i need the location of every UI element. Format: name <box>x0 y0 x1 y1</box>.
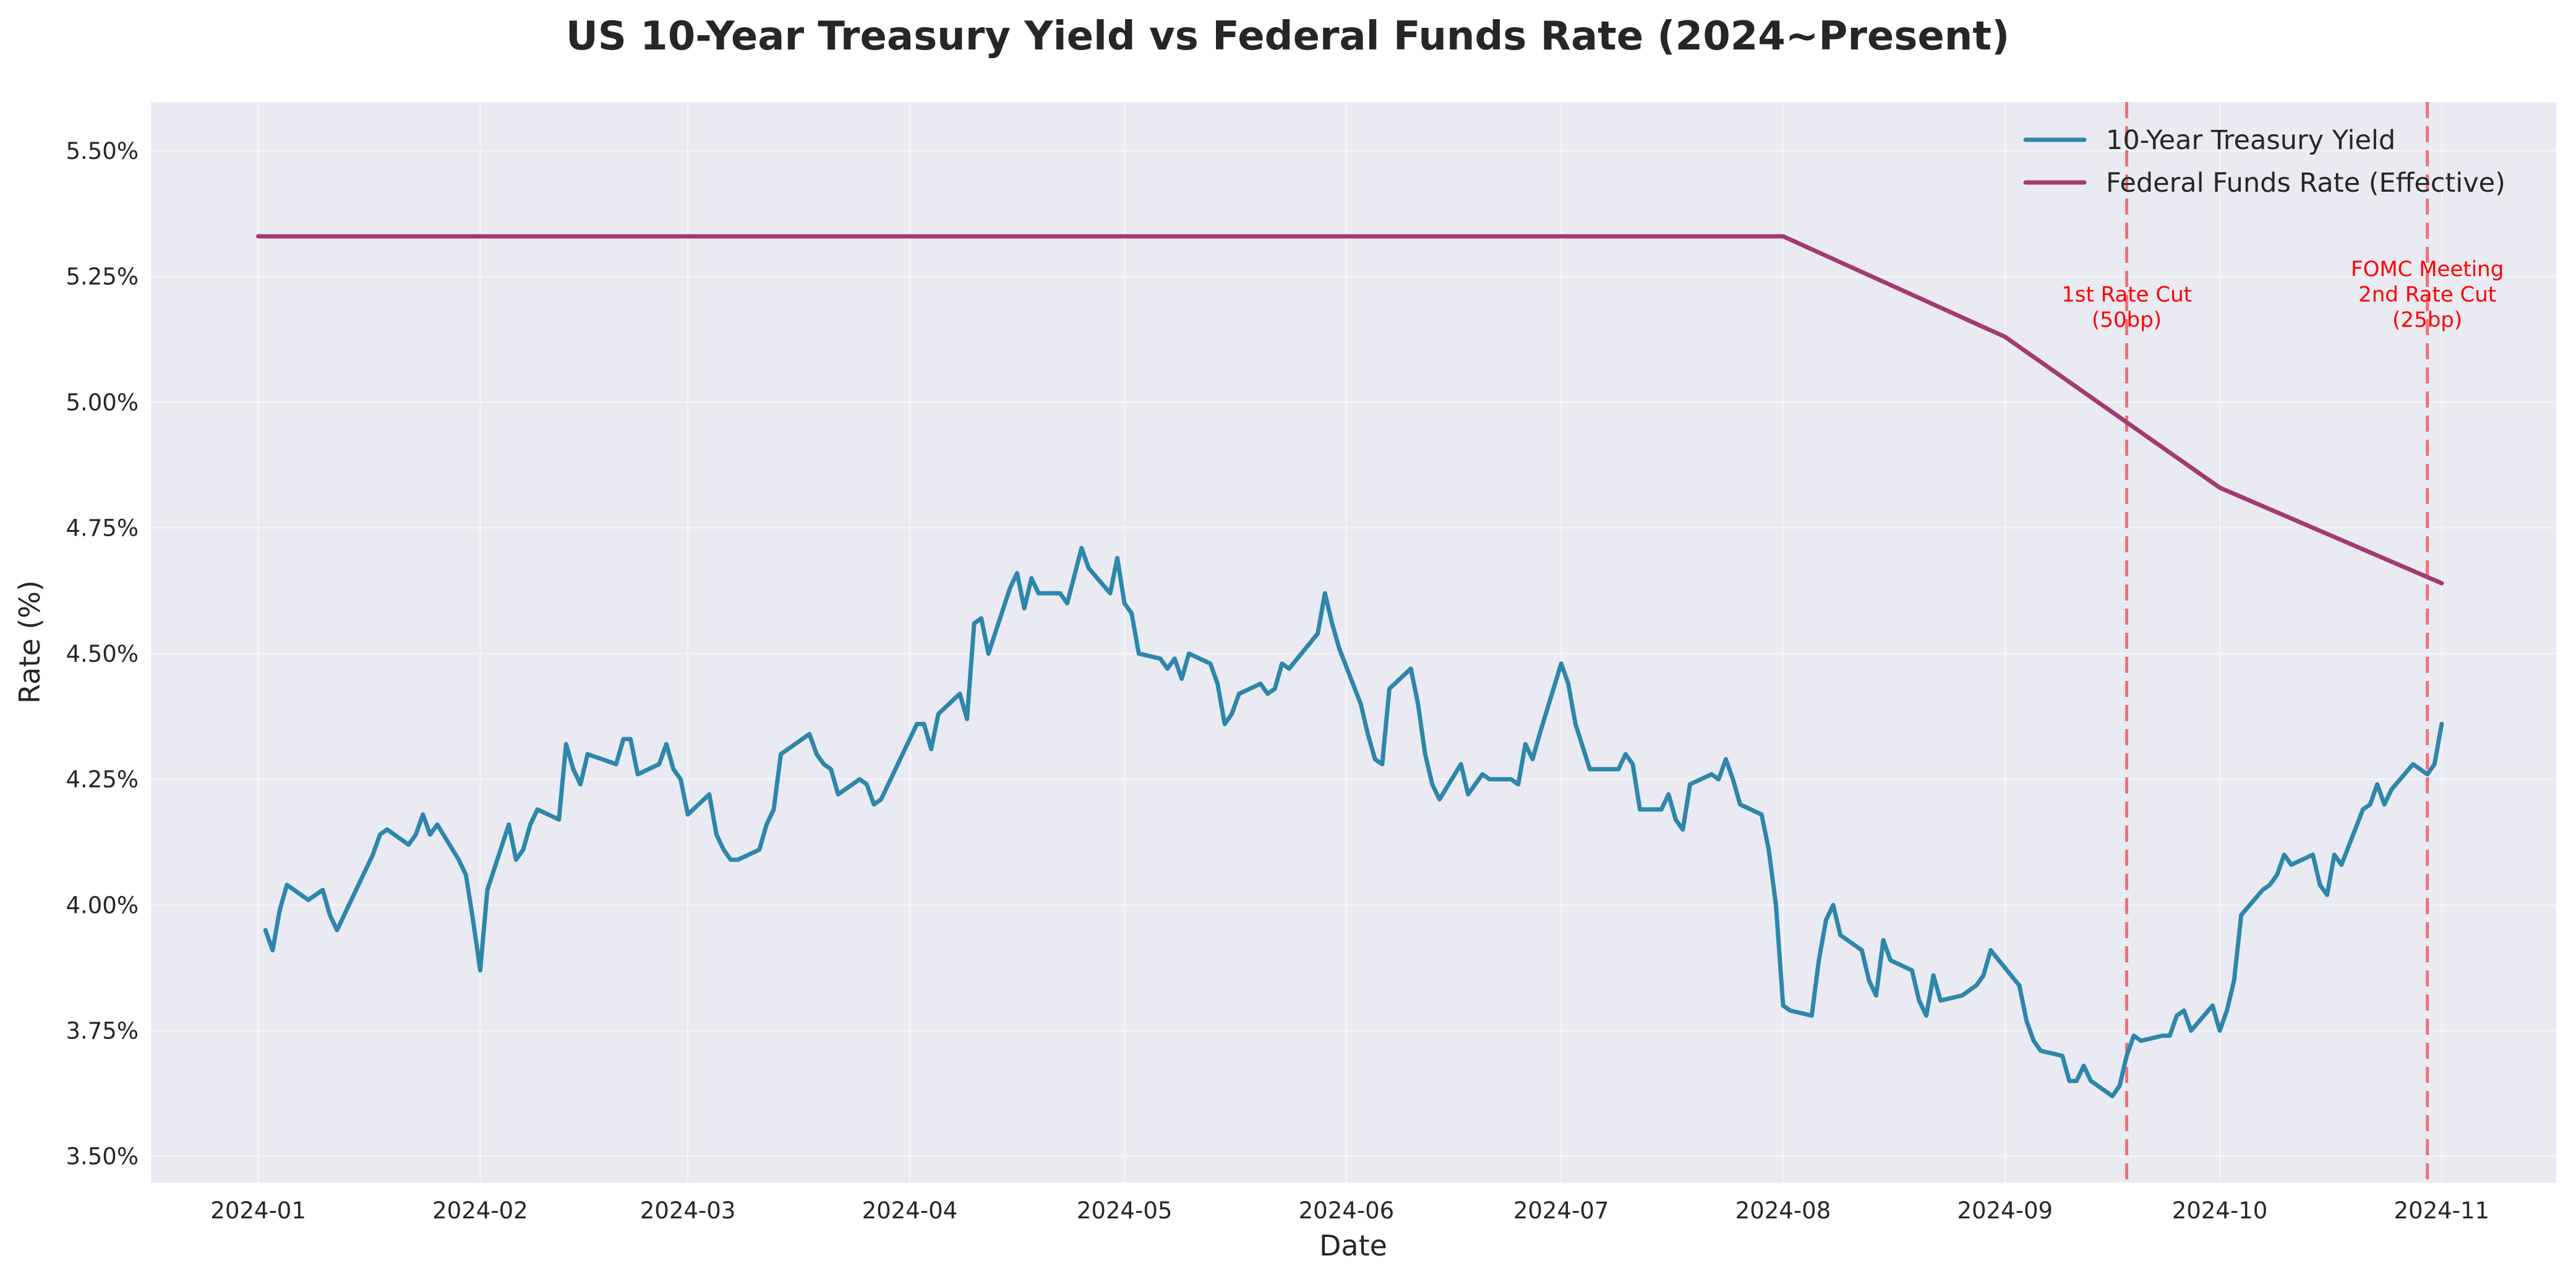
annotation-text: (25bp) <box>2392 307 2462 332</box>
legend-label: Federal Funds Rate (Effective) <box>2106 168 2505 199</box>
x-tick-label: 2024-08 <box>1735 1197 1831 1224</box>
y-tick-label: 4.50% <box>66 641 139 667</box>
y-tick-label: 5.50% <box>66 138 139 165</box>
x-tick-label: 2024-10 <box>2172 1197 2268 1224</box>
x-tick-label: 2024-09 <box>1957 1197 2053 1224</box>
annotation-text: 1st Rate Cut <box>2061 282 2192 307</box>
x-tick-label: 2024-02 <box>432 1197 528 1224</box>
x-tick-label: 2024-01 <box>210 1197 306 1224</box>
y-tick-label: 4.25% <box>66 766 139 793</box>
x-tick-label: 2024-07 <box>1513 1197 1609 1224</box>
x-tick-label: 2024-05 <box>1077 1197 1173 1224</box>
y-tick-label: 5.00% <box>66 389 139 416</box>
x-axis-label: Date <box>1319 1229 1387 1262</box>
annotation-text: FOMC Meeting <box>2351 257 2504 281</box>
x-tick-label: 2024-04 <box>862 1197 958 1224</box>
event-lines <box>2125 102 2429 1183</box>
treasury-yield-line <box>263 545 2444 1098</box>
legend-label: 10-Year Treasury Yield <box>2106 125 2395 156</box>
y-tick-label: 4.00% <box>66 892 139 918</box>
y-tick-label: 3.50% <box>66 1144 139 1170</box>
y-tick-label: 4.75% <box>66 515 139 542</box>
annotation-text: (50bp) <box>2092 307 2162 332</box>
plot-area <box>151 102 2556 1183</box>
ticks: 3.50% 3.75% 4.00% 4.25% 4.50% 4.75% 5.00% 5.25%… <box>66 138 2489 1224</box>
fed-funds-rate-line <box>256 234 2444 586</box>
x-tick-label: 2024-03 <box>640 1197 736 1224</box>
y-axis-label: Rate (%) <box>13 580 46 704</box>
legend: 10-Year Treasury Yield Federal Funds Rate… <box>2023 125 2505 199</box>
y-tick-label: 5.25% <box>66 263 139 290</box>
x-tick-label: 2024-11 <box>2394 1197 2490 1224</box>
series <box>256 234 2444 1098</box>
grid <box>151 102 2556 1183</box>
x-tick-label: 2024-06 <box>1299 1197 1395 1224</box>
y-tick-label: 3.75% <box>66 1017 139 1044</box>
chart-title: US 10-Year Treasury Yield vs Federal Fun… <box>566 14 2009 59</box>
annotation-text: 2nd Rate Cut <box>2358 282 2496 307</box>
